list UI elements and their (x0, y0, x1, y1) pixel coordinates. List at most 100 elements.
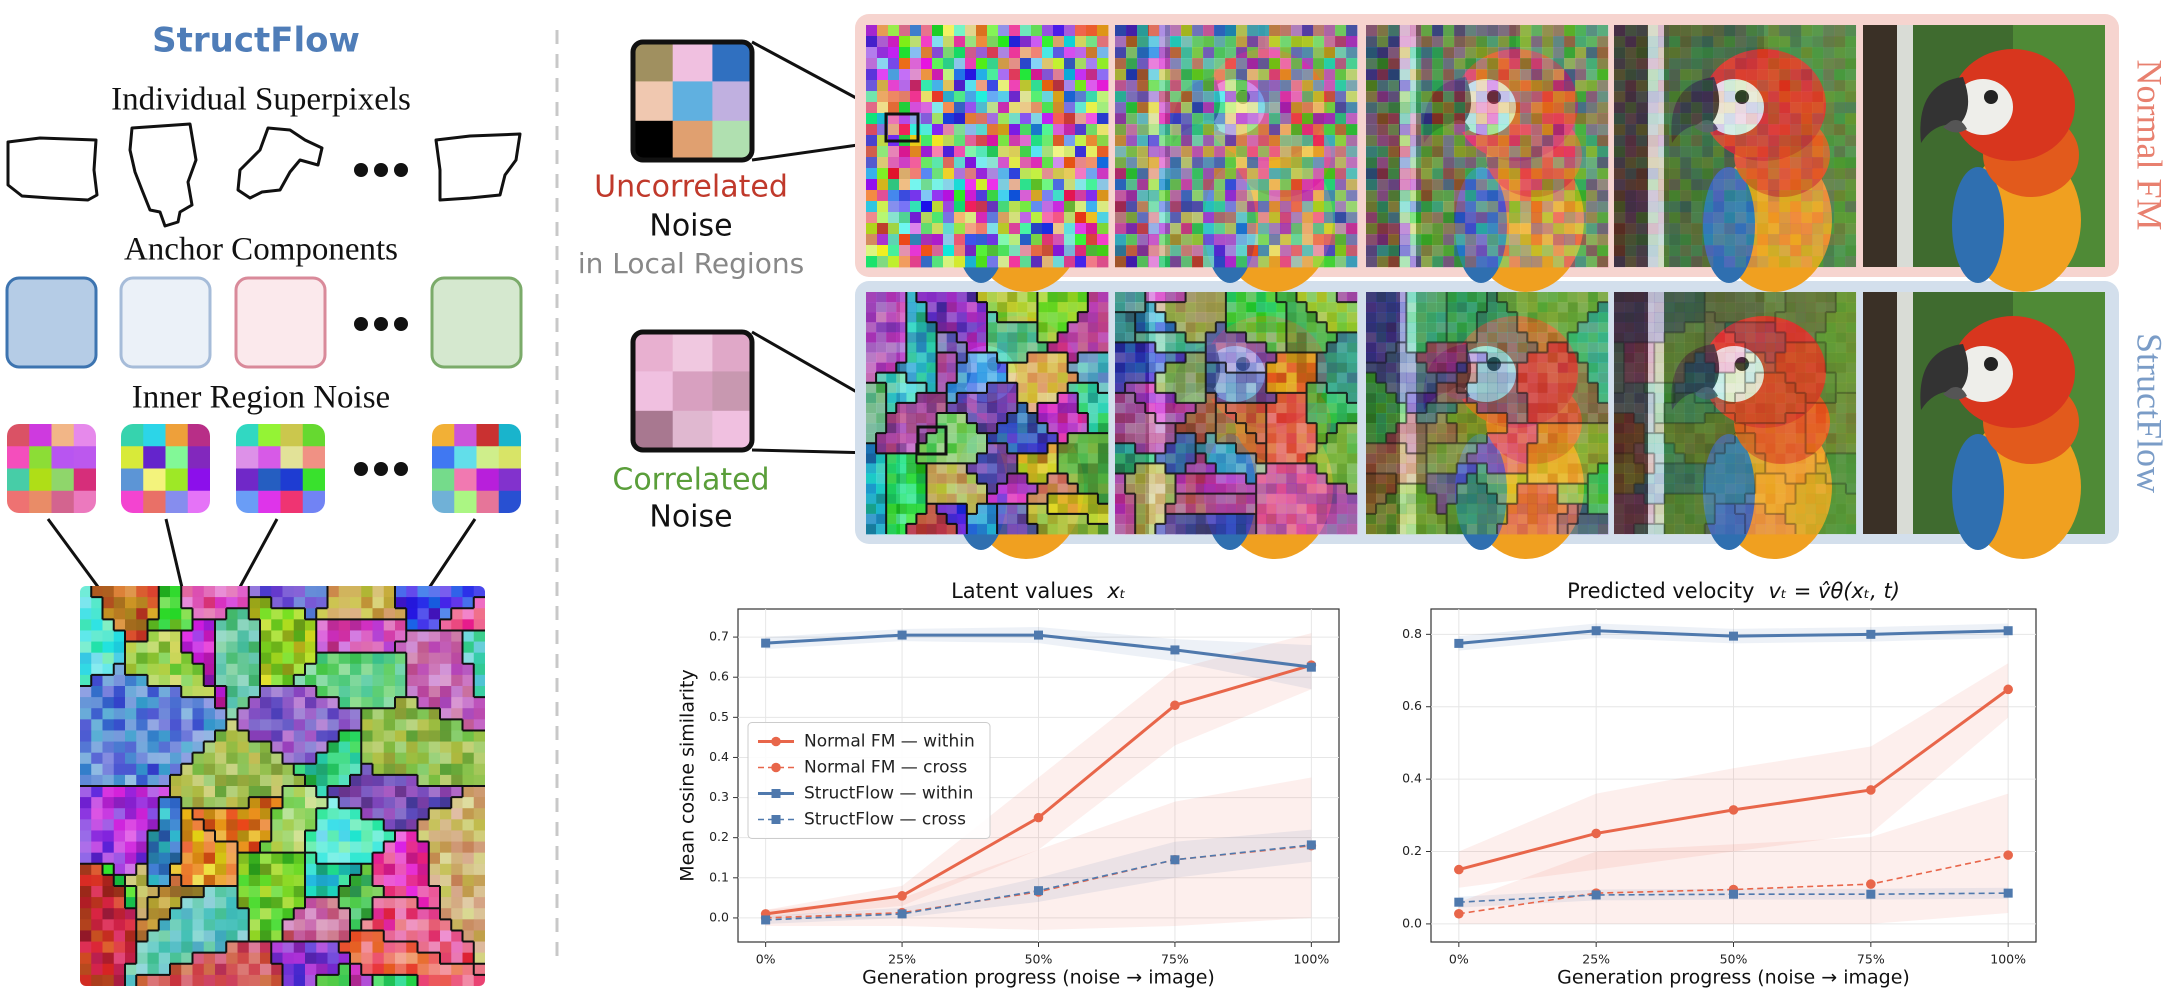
noise-cell (921, 245, 933, 257)
noise-cell (1542, 25, 1554, 37)
noise-cell (1377, 80, 1389, 92)
noise-cell (1410, 36, 1422, 48)
noise-cell (1520, 25, 1532, 37)
noise-cell (946, 352, 958, 363)
noise-cell (1399, 80, 1411, 92)
noise-cell (987, 362, 998, 374)
noise-cell (1326, 302, 1338, 313)
noise-cell (1436, 302, 1448, 313)
noise-cell (1067, 503, 1079, 515)
noise-cell (1159, 102, 1171, 114)
noise-cell (462, 641, 475, 654)
noise-cell (1097, 190, 1109, 202)
noise-cell (395, 630, 407, 642)
noise-cell (1286, 413, 1297, 424)
noise-cell (1291, 212, 1303, 224)
noise-cell (1564, 179, 1576, 191)
noise-cell (1258, 190, 1270, 202)
noise-cell (1053, 80, 1065, 92)
noise-cell (1181, 256, 1193, 268)
noise-cell (932, 36, 944, 48)
noise-cell (1192, 58, 1204, 70)
noise-cell (1291, 25, 1303, 37)
noise-cell (1195, 372, 1207, 384)
noise-cell (998, 146, 1010, 158)
noise-cell (158, 863, 171, 876)
noise-cell (1175, 392, 1186, 404)
noise-cell (1126, 223, 1138, 235)
noise-cell (147, 708, 160, 720)
noise-cell (1426, 443, 1437, 454)
noise-cell (1553, 102, 1565, 114)
noise-cell (886, 302, 897, 313)
noise-cell (1302, 47, 1314, 59)
noise-cell (1020, 80, 1032, 92)
noise-cell (1454, 190, 1466, 202)
noise-cell (1097, 503, 1109, 515)
noise-cell (1135, 342, 1146, 353)
noise-cell (395, 941, 407, 954)
noise-cell (1575, 179, 1587, 191)
noise-cell (473, 663, 485, 676)
noise-cell (1557, 322, 1569, 333)
noise-cell (1527, 352, 1538, 363)
noise-cell (1757, 25, 1769, 37)
noise-cell (899, 223, 911, 235)
noise-cell (946, 372, 958, 384)
noise-cell (80, 752, 92, 765)
noise-cell (916, 503, 927, 515)
noise-cell (237, 797, 250, 809)
noise-cell (1326, 402, 1338, 414)
noise-cell (1047, 312, 1058, 323)
noise-cell (147, 908, 160, 920)
noise-cell (1801, 80, 1813, 92)
zoom-cell (712, 42, 752, 82)
noise-cell (1713, 80, 1725, 92)
noise-cell (1416, 443, 1427, 454)
noise-cell (1577, 332, 1589, 343)
noise-cell (1175, 352, 1186, 363)
noise-cell (1246, 483, 1257, 495)
noise-cell (1037, 402, 1048, 414)
noise-cell (1302, 146, 1314, 158)
noise-cell (1313, 201, 1325, 213)
noise-cell (1316, 433, 1328, 444)
noise-cell (1145, 463, 1156, 474)
noise-cell (158, 652, 171, 665)
noise-cell (1779, 113, 1791, 125)
noise-cell (136, 674, 148, 687)
noise-cell (187, 446, 210, 469)
noise-cell (888, 223, 900, 235)
noise-cell (1225, 58, 1237, 70)
noise-cell (1443, 201, 1455, 213)
noise-cell (1007, 423, 1018, 434)
noise-cell (1346, 256, 1358, 268)
noise-cell (1421, 102, 1433, 114)
noise-cell (1476, 342, 1488, 353)
noise-cell (1410, 80, 1422, 92)
noise-cell (327, 663, 340, 676)
noise-cell (1386, 292, 1397, 303)
noise-cell (1476, 245, 1488, 257)
noise-cell (1276, 292, 1287, 303)
noise-cell (916, 433, 927, 444)
noise-cell (1316, 342, 1328, 353)
noise-cell (1487, 190, 1499, 202)
noise-cell (432, 446, 455, 469)
noise-cell (1269, 47, 1281, 59)
noise-cell (395, 708, 407, 720)
noise-cell (1625, 25, 1637, 37)
noise-cell (1057, 463, 1069, 474)
noise-cell (158, 830, 171, 842)
noise-cell (1577, 443, 1589, 454)
noise-cell (158, 841, 171, 854)
noise-cell (1137, 168, 1149, 180)
noise-cell (406, 963, 418, 976)
noise-cell (215, 797, 227, 809)
noise-cell (1135, 523, 1146, 535)
noise-cell (1159, 190, 1171, 202)
noise-cell (1812, 47, 1824, 59)
anchor-swatch (119, 276, 212, 369)
noise-cell (1399, 58, 1411, 70)
noise-cell (316, 641, 328, 654)
